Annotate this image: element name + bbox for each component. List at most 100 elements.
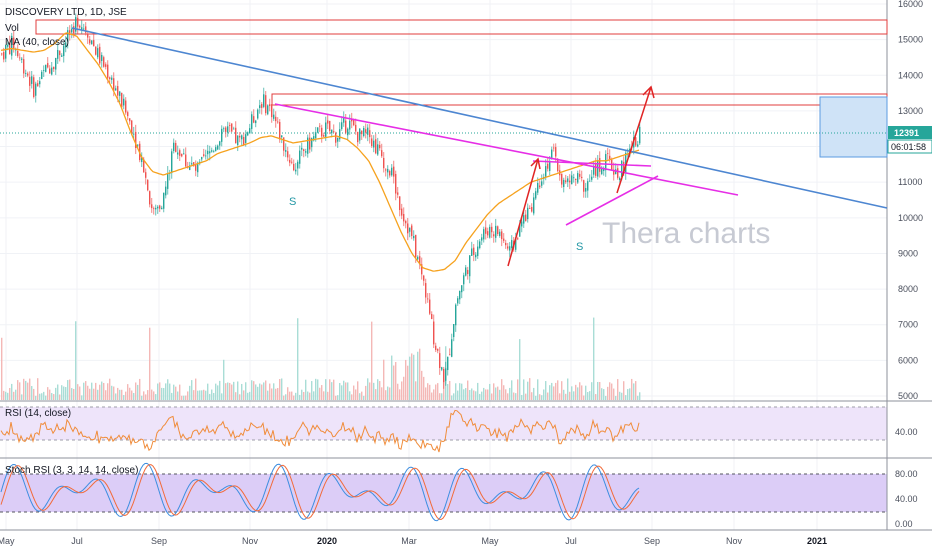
candle	[399, 196, 401, 217]
price-tick-label: 11000	[898, 177, 922, 187]
candle	[275, 111, 277, 128]
candle	[549, 155, 551, 176]
candle	[57, 43, 59, 64]
volume-bar	[573, 391, 575, 400]
volume-bar	[465, 388, 467, 400]
volume-bar	[111, 385, 113, 400]
volume-bar	[471, 388, 473, 400]
volume-bar	[473, 390, 475, 400]
volume-bar	[361, 391, 363, 400]
stoch-k-line	[0, 462, 640, 522]
volume-bar	[387, 386, 389, 400]
volume-bar	[245, 382, 247, 400]
volume-bar	[549, 385, 551, 400]
volume-bar	[441, 393, 443, 400]
candle	[337, 137, 339, 148]
volume-bar	[5, 391, 7, 400]
volume-bar	[587, 392, 589, 400]
candle	[419, 250, 421, 270]
candle	[75, 13, 77, 35]
volume-bar	[123, 395, 125, 400]
volume-bar	[439, 393, 441, 400]
candle	[557, 158, 559, 173]
candle	[177, 145, 179, 159]
neckline[interactable]	[274, 103, 739, 196]
candle	[77, 14, 79, 34]
volume-bar	[437, 383, 439, 400]
candle	[359, 128, 361, 144]
volume-bar	[287, 387, 289, 400]
volume-bar	[161, 387, 163, 400]
volume-bar	[37, 378, 39, 400]
volume-bar	[329, 379, 331, 400]
candle	[441, 366, 443, 372]
time-axis[interactable]: May Jul Sep Nov 2020 Mar May Jul Sep Nov 2021	[0, 536, 827, 546]
candle	[507, 242, 509, 251]
volume-bar	[593, 317, 595, 400]
candle	[201, 156, 203, 162]
candle	[219, 140, 221, 150]
volume-bar	[355, 389, 357, 400]
time-tick-label: Sep	[644, 536, 660, 546]
volume-bar	[467, 380, 469, 400]
volume-bar	[401, 381, 403, 400]
volume-bar	[347, 382, 349, 400]
volume-bar	[1, 337, 3, 400]
candle	[307, 134, 309, 158]
volume-bar	[177, 391, 179, 400]
volume-bar	[233, 381, 235, 400]
volume-bars	[1, 317, 641, 400]
downtrend-line[interactable]	[71, 27, 888, 209]
volume-bar	[241, 383, 243, 400]
volume-bar	[501, 379, 503, 400]
candle	[361, 130, 363, 140]
volume-bar	[127, 384, 129, 400]
candle	[347, 127, 349, 141]
candle	[159, 204, 161, 212]
candle	[51, 61, 53, 76]
candle	[33, 74, 35, 99]
candle	[317, 127, 319, 134]
volume-bar	[511, 380, 513, 400]
breakout-arrow-1[interactable]	[507, 157, 541, 267]
volume-bar	[451, 395, 453, 400]
candle	[401, 203, 403, 220]
time-tick-label: May	[481, 536, 499, 546]
candle	[259, 99, 261, 114]
volume-bar	[253, 381, 255, 400]
volume-bar	[533, 387, 535, 400]
price-axis[interactable]: 1600015000140001300012000110001000090008…	[898, 0, 923, 401]
volume-bar	[339, 383, 341, 400]
candle	[269, 98, 271, 112]
volume-bar	[199, 390, 201, 400]
triangle-lower[interactable]	[565, 175, 659, 226]
candle	[243, 132, 245, 146]
candle	[253, 109, 255, 124]
volume-bar	[17, 380, 19, 400]
candle	[477, 240, 479, 259]
candle	[207, 144, 209, 160]
target-arrow[interactable]	[616, 85, 655, 194]
triangle-upper[interactable]	[532, 160, 652, 167]
moving-average-line	[0, 32, 640, 272]
candle	[465, 264, 467, 277]
volume-bar	[349, 391, 351, 400]
candle	[489, 224, 491, 239]
candle	[227, 121, 229, 137]
volume-bar	[7, 392, 9, 400]
volume-bar	[257, 386, 259, 400]
volume-bar	[147, 390, 149, 400]
volume-bar	[61, 385, 63, 400]
volume-bar	[517, 379, 519, 400]
volume-bar	[109, 378, 111, 400]
volume-bar	[461, 383, 463, 400]
volume-bar	[585, 385, 587, 400]
candle	[589, 174, 591, 182]
volume-bar	[443, 378, 445, 400]
volume-bar	[369, 382, 371, 400]
volume-bar	[575, 384, 577, 400]
candle	[635, 137, 637, 147]
volume-bar	[125, 391, 127, 400]
volume-bar	[399, 389, 401, 400]
